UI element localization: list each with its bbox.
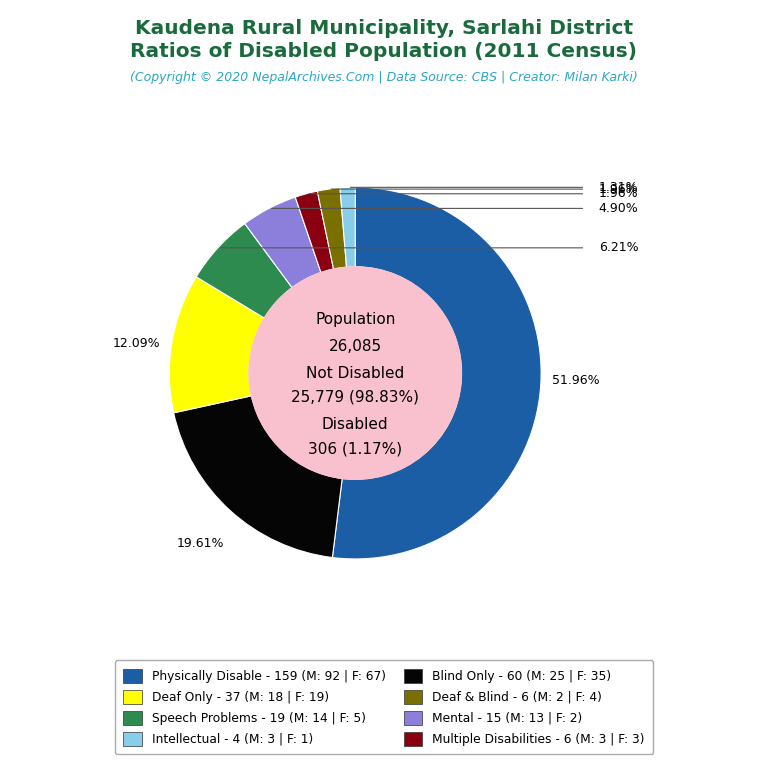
Text: (Copyright © 2020 NepalArchives.Com | Data Source: CBS | Creator: Milan Karki): (Copyright © 2020 NepalArchives.Com | Da…: [130, 71, 638, 84]
Wedge shape: [170, 276, 264, 413]
Text: 19.61%: 19.61%: [177, 537, 224, 550]
Text: Not Disabled: Not Disabled: [306, 366, 405, 381]
Wedge shape: [174, 396, 343, 558]
Legend: Physically Disable - 159 (M: 92 | F: 67), Deaf Only - 37 (M: 18 | F: 19), Speech: Physically Disable - 159 (M: 92 | F: 67)…: [115, 660, 653, 754]
Wedge shape: [295, 191, 333, 273]
Text: 1.31%: 1.31%: [598, 180, 638, 194]
Wedge shape: [245, 197, 321, 288]
Text: 6.21%: 6.21%: [598, 241, 638, 254]
Text: 25,779 (98.83%): 25,779 (98.83%): [291, 390, 419, 405]
Text: 306 (1.17%): 306 (1.17%): [308, 441, 402, 456]
Text: 12.09%: 12.09%: [113, 337, 161, 350]
Wedge shape: [340, 187, 356, 267]
Text: 1.96%: 1.96%: [598, 187, 638, 200]
Text: 1.96%: 1.96%: [598, 183, 638, 196]
Wedge shape: [333, 187, 541, 559]
Text: 26,085: 26,085: [329, 339, 382, 354]
Text: Population: Population: [315, 312, 396, 327]
Text: Kaudena Rural Municipality, Sarlahi District: Kaudena Rural Municipality, Sarlahi Dist…: [135, 19, 633, 38]
Text: Disabled: Disabled: [322, 417, 389, 432]
Text: Ratios of Disabled Population (2011 Census): Ratios of Disabled Population (2011 Cens…: [131, 42, 637, 61]
Wedge shape: [196, 223, 292, 318]
Wedge shape: [317, 188, 346, 269]
Circle shape: [249, 266, 462, 479]
Text: 51.96%: 51.96%: [552, 374, 600, 387]
Text: 4.90%: 4.90%: [598, 202, 638, 215]
